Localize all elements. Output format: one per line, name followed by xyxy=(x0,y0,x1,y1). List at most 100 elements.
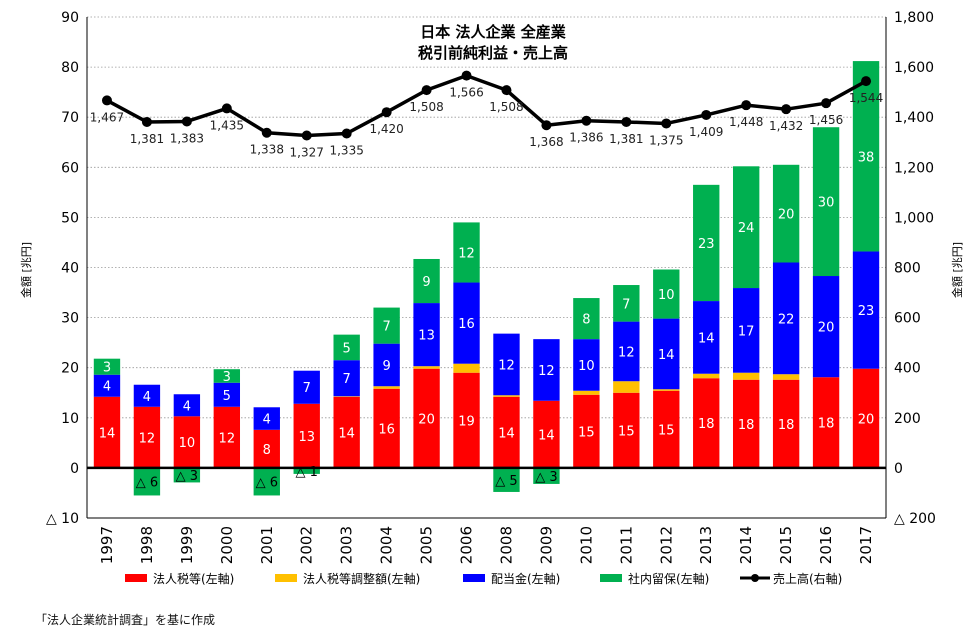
bar-segment xyxy=(772,164,800,263)
sales-point xyxy=(861,76,872,87)
sales-line xyxy=(106,73,867,138)
legend-label: 売上高(右軸) xyxy=(773,571,842,586)
sales-value-label: 1,467 xyxy=(90,110,124,124)
bar-value-label: 16 xyxy=(378,422,395,437)
bar-value-label: △ 1 xyxy=(296,465,318,480)
bar-segment xyxy=(493,333,520,396)
y-left-tick-label: 50 xyxy=(61,210,79,226)
bar-value-label: 12 xyxy=(139,431,156,446)
bar-value-label: 14 xyxy=(658,348,675,363)
source-note: 「法人企業統計調査」を基に作成 xyxy=(35,613,216,627)
bar-value-label: △ 6 xyxy=(256,476,278,491)
bar-value-label: 15 xyxy=(618,424,635,439)
bar-segment xyxy=(573,298,600,340)
bar-value-label: 14 xyxy=(99,426,116,441)
bar-value-label: 10 xyxy=(179,436,196,451)
bar-segment xyxy=(852,251,880,369)
y-left-tick-label: 10 xyxy=(61,411,79,427)
sales-point xyxy=(421,85,432,96)
x-tick-label: 2011 xyxy=(617,526,635,564)
sales-value-label: 1,456 xyxy=(809,113,843,127)
sales-point xyxy=(101,95,112,106)
sales-value-label: 1,335 xyxy=(329,143,363,157)
x-tick-label: 2010 xyxy=(577,526,595,564)
bar-value-label: 24 xyxy=(738,221,755,236)
bar-value-label: 8 xyxy=(263,443,271,458)
bar-segment xyxy=(133,406,161,468)
sales-value-label: 1,508 xyxy=(409,100,443,114)
legend-swatch xyxy=(125,574,147,582)
bar-segment xyxy=(413,368,440,468)
bar-segment xyxy=(333,360,360,397)
bar-value-label: 23 xyxy=(858,304,875,319)
y-left-tick-label: △ 10 xyxy=(46,511,79,527)
x-tick-label: 2005 xyxy=(418,526,436,564)
bar-segment xyxy=(93,374,121,397)
bar-value-label: 12 xyxy=(618,345,635,360)
sales-point xyxy=(661,118,672,129)
sales-value-label: 1,420 xyxy=(369,122,403,136)
bar-value-label: 13 xyxy=(298,430,315,445)
sales-point xyxy=(301,130,312,141)
bar-segment xyxy=(253,429,280,468)
bar-segment xyxy=(653,390,680,468)
gridlines xyxy=(87,16,886,519)
bar-segment xyxy=(573,394,600,468)
bar-value-label: △ 3 xyxy=(535,470,557,485)
x-tick-label: 2008 xyxy=(497,526,515,564)
y-left-tick-label: 80 xyxy=(61,60,79,76)
sales-point xyxy=(581,115,592,126)
sales-value-label: 1,566 xyxy=(449,86,483,100)
x-tick-label: 2015 xyxy=(777,526,795,564)
x-tick-label: 2002 xyxy=(298,526,316,564)
sales-value-label: 1,435 xyxy=(210,118,244,132)
sales-point xyxy=(741,100,752,111)
bar-value-label: △ 3 xyxy=(176,469,198,484)
bar-segment xyxy=(852,368,880,468)
bar-segment xyxy=(653,389,680,391)
x-tick-label: 1998 xyxy=(138,526,156,564)
bar-segment xyxy=(333,396,360,397)
bar-segment xyxy=(173,467,201,483)
bar-segment xyxy=(812,127,840,277)
legend-swatch-marker xyxy=(751,574,759,582)
y-right-tick-label: 0 xyxy=(894,461,903,477)
x-tick-label: 1997 xyxy=(98,526,116,564)
bar-segment xyxy=(772,262,800,375)
bar-segment xyxy=(333,396,360,468)
y-right-tick-label: 1,200 xyxy=(894,160,934,176)
sales-value-label: 1,508 xyxy=(489,100,523,114)
bar-segment xyxy=(213,406,241,468)
bar-segment xyxy=(213,382,241,407)
bar-value-label: 20 xyxy=(418,412,435,427)
sales-value-label: 1,448 xyxy=(729,115,763,129)
y-left-tick-label: 0 xyxy=(70,461,79,477)
bar-value-label: 19 xyxy=(458,414,475,429)
bar-value-label: 15 xyxy=(578,425,595,440)
bar-value-label: 5 xyxy=(343,341,351,356)
x-tick-label: 2000 xyxy=(218,526,236,564)
y-left-tick-label: 60 xyxy=(61,160,79,176)
bar-segment xyxy=(693,378,720,468)
sales-value-label: 1,544 xyxy=(849,91,883,105)
bar-segment xyxy=(533,467,560,484)
bar-segment xyxy=(413,258,440,304)
bar-value-label: 12 xyxy=(219,431,236,446)
bar-segment xyxy=(613,381,640,393)
bar-value-label: 10 xyxy=(578,359,595,374)
bar-value-label: 7 xyxy=(343,372,351,387)
bar-segment xyxy=(493,395,520,397)
bar-segment xyxy=(213,369,241,383)
bar-segment xyxy=(413,366,440,369)
x-tick-label: 2016 xyxy=(817,526,835,564)
bar-value-label: 4 xyxy=(263,413,271,428)
bar-value-label: 10 xyxy=(658,288,675,303)
sales-value-label: 1,381 xyxy=(609,132,643,146)
bar-value-label: 16 xyxy=(458,317,475,332)
bar-segment xyxy=(732,372,760,380)
bar-segment xyxy=(573,390,600,395)
bar-value-label: 38 xyxy=(858,150,875,165)
bar-value-label: 20 xyxy=(818,321,835,336)
x-tick-label: 1999 xyxy=(178,526,196,564)
